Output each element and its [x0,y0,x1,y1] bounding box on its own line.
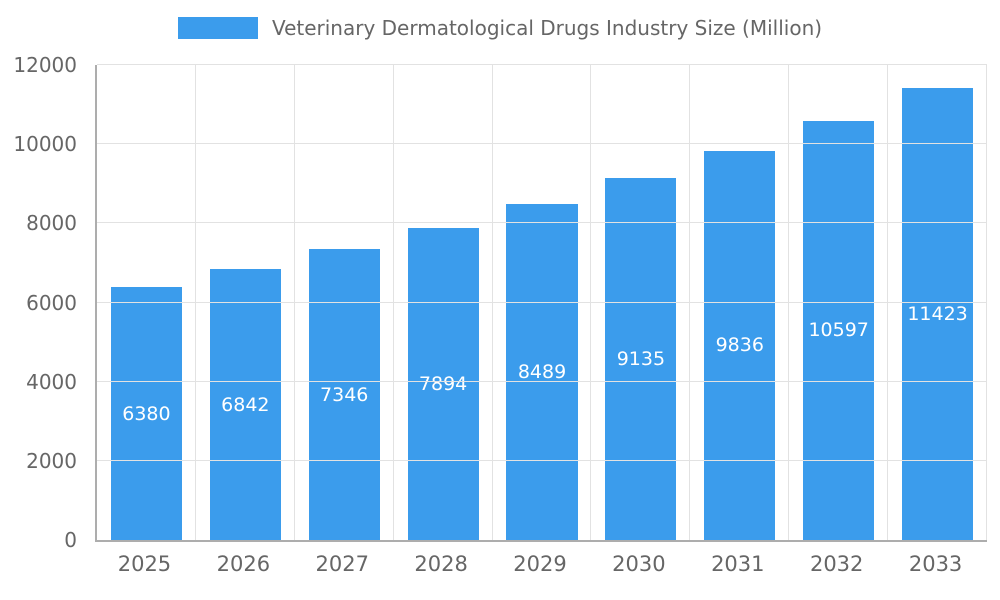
bar-2029: 8489 [506,203,578,540]
gridline-vertical [491,65,493,540]
bar-value-label: 9836 [715,334,764,357]
plot-area: 6380 6842 7346 7894 8489 9135 9836 10597 11423 [95,64,987,542]
y-tick-label: 0 [64,528,77,552]
bar-2028: 7894 [407,227,479,540]
y-tick-label: 12000 [13,53,77,77]
x-tick-label: 2030 [612,552,666,576]
gridline-vertical [392,65,394,540]
bar-2025: 6380 [110,287,183,540]
bar-2030: 9135 [605,178,677,540]
y-tick-label: 8000 [26,211,77,236]
y-tick-label: 10000 [13,132,77,157]
bar-slot: 9836 [690,65,789,540]
x-tick-label: 2025 [117,552,172,576]
bar-value-label: 7346 [320,383,369,406]
chart-title: Veterinary Dermatological Drugs Industry… [271,16,823,40]
gridline-horizontal [97,301,987,303]
bar-2031: 9836 [704,150,776,540]
y-tick-label: 2000 [26,448,77,473]
gridline-vertical [986,65,987,540]
y-tick-label: 4000 [26,369,77,394]
bars-row: 6380 6842 7346 7894 8489 9135 9836 10597 11423 [97,65,987,540]
bar-2033: 11423 [901,87,974,540]
bar-slot: 9135 [591,65,690,540]
x-tick-label: 2032 [809,552,864,576]
x-tick-label: 2033 [908,552,963,576]
bar-2026: 6842 [209,269,281,540]
bar-value-label: 11423 [907,302,968,325]
bar-value-label: 7894 [418,372,468,395]
gridline-vertical [689,65,691,540]
gridline-vertical [590,65,592,540]
y-tick-label: 6000 [26,290,77,315]
y-axis: 0 2000 4000 6000 8000 10000 12000 [0,53,85,552]
gridline-vertical [887,65,889,540]
gridline-vertical [293,65,295,540]
x-tick-label: 2027 [315,552,369,576]
chart-legend: Veterinary Dermatological Drugs Industry… [0,16,1000,40]
bar-value-label: 10597 [808,319,869,342]
gridline-horizontal [97,222,987,224]
bar-value-label: 8489 [517,360,567,383]
bar-value-label: 6380 [122,402,171,425]
gridline-horizontal [97,380,987,382]
gridline-horizontal [97,64,987,65]
gridline-vertical [194,65,196,540]
bar-slot: 8489 [493,65,592,540]
x-axis: 2025 2026 2027 2028 2029 2030 2031 2032 2033 [95,552,985,576]
x-tick-label: 2028 [414,552,468,576]
bar-slot: 7894 [394,65,493,540]
gridline-horizontal [97,143,987,145]
gridline-horizontal [97,459,987,461]
x-tick-label: 2031 [711,552,765,576]
bar-slot: 6842 [196,65,295,540]
x-tick-label: 2029 [513,552,567,576]
bar-slot: 7346 [295,65,394,540]
bar-value-label: 6842 [221,393,270,416]
x-tick-label: 2026 [216,552,271,576]
bar-2027: 7346 [308,249,380,540]
gridline-vertical [788,65,790,540]
bar-slot: 6380 [97,65,196,540]
legend-swatch [177,17,258,39]
bar-slot: 11423 [888,65,987,540]
bar-slot: 10597 [789,65,888,540]
bar-value-label: 9135 [616,348,666,371]
bar-2032: 10597 [803,120,875,540]
